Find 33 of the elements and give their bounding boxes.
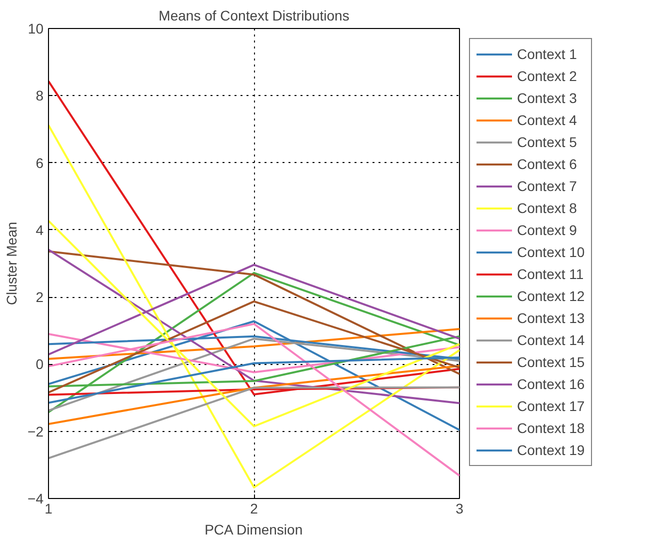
- x-tick-label: 2: [250, 500, 258, 516]
- legend-label: Context 4: [517, 111, 577, 129]
- y-tick-label: 0: [36, 356, 44, 372]
- y-tick-label: 4: [36, 222, 44, 238]
- legend-label: Context 17: [517, 397, 585, 415]
- legend-label: Context 19: [517, 441, 585, 459]
- y-tick-label: 2: [36, 289, 44, 306]
- legend-label: Context 14: [517, 331, 585, 349]
- legend-label: Context 10: [517, 243, 585, 261]
- y-tick-label: 10: [28, 20, 44, 36]
- legend-label: Context 1: [517, 45, 577, 63]
- x-tick-label: 3: [456, 500, 464, 516]
- legend-label: Context 9: [517, 221, 577, 239]
- chart-title: Means of Context Distributions: [158, 8, 350, 24]
- y-tick-label: −4: [28, 490, 44, 506]
- legend-label: Context 15: [517, 353, 585, 371]
- legend-label: Context 6: [517, 155, 577, 173]
- y-axis-title: Cluster Mean: [4, 222, 20, 306]
- x-tick-label: 1: [44, 500, 53, 516]
- legend-label: Context 7: [517, 177, 577, 195]
- legend-label: Context 11: [517, 265, 584, 283]
- legend-label: Context 12: [517, 287, 585, 305]
- y-tick-label: −2: [28, 423, 44, 440]
- x-axis-title: PCA Dimension: [204, 522, 303, 538]
- legend-label: Context 13: [517, 309, 585, 327]
- y-tick-label: 6: [36, 154, 44, 171]
- legend-label: Context 8: [517, 199, 577, 217]
- y-tick-label: 8: [36, 88, 44, 104]
- legend-label: Context 18: [517, 419, 585, 437]
- legend-label: Context 16: [517, 375, 585, 393]
- legend-label: Context 5: [517, 133, 577, 151]
- legend-label: Context 2: [517, 67, 577, 85]
- legend-label: Context 3: [517, 89, 577, 107]
